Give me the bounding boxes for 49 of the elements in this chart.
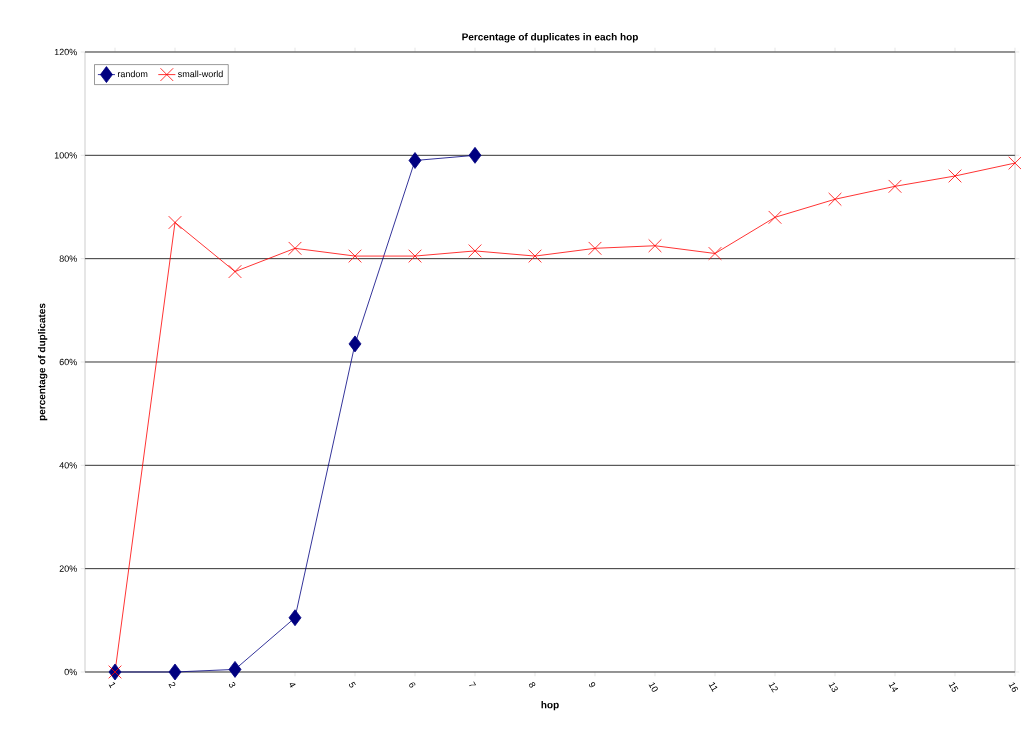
point bbox=[468, 244, 482, 258]
x-tick-label: 16 bbox=[1008, 682, 1018, 692]
point bbox=[408, 152, 422, 169]
point bbox=[288, 609, 302, 627]
y-tick-label: 20% bbox=[59, 565, 77, 572]
y-tick-label: 80% bbox=[59, 255, 77, 262]
x-tick-label: 4 bbox=[289, 683, 296, 688]
point bbox=[168, 663, 182, 681]
point bbox=[708, 246, 722, 261]
y-tick-label: 0% bbox=[64, 668, 77, 676]
point bbox=[528, 249, 542, 263]
x-tick-label: 6 bbox=[409, 682, 416, 688]
y-tick-label: 40% bbox=[59, 462, 77, 469]
point bbox=[408, 249, 422, 263]
point bbox=[348, 335, 362, 353]
x-tick-label: 1 bbox=[108, 682, 116, 689]
x-tick-label: 15 bbox=[948, 682, 959, 692]
x-tick-label: 13 bbox=[828, 682, 838, 692]
chart-title: Percentage of duplicates in each hop bbox=[462, 33, 638, 43]
legend-label: random bbox=[117, 70, 148, 78]
x-axis-title: hop bbox=[541, 701, 559, 711]
point bbox=[948, 169, 962, 183]
point bbox=[288, 241, 302, 256]
x-tick-label: 9 bbox=[589, 682, 596, 688]
x-tick-label: 2 bbox=[168, 682, 176, 689]
point bbox=[888, 179, 902, 194]
point bbox=[768, 210, 782, 225]
point bbox=[228, 264, 242, 279]
x-tick-label: 11 bbox=[708, 682, 718, 692]
y-tick-label: 120% bbox=[54, 48, 77, 56]
x-tick-label: 12 bbox=[768, 682, 778, 693]
y-axis-title: percentage of duplicates bbox=[37, 303, 48, 421]
point bbox=[648, 238, 662, 253]
point bbox=[1008, 156, 1021, 170]
point bbox=[588, 241, 602, 256]
x-tick-label: 8 bbox=[529, 682, 536, 688]
x-tick-label: 7 bbox=[469, 681, 476, 687]
point bbox=[828, 192, 842, 207]
y-tick-label: 60% bbox=[59, 358, 77, 366]
point bbox=[348, 249, 362, 263]
x-tick-label: 10 bbox=[648, 682, 658, 692]
point bbox=[168, 215, 182, 230]
x-tick-label: 14 bbox=[888, 682, 899, 692]
x-tick-label: 3 bbox=[229, 682, 236, 688]
point bbox=[468, 146, 482, 164]
x-tick-label: 5 bbox=[349, 681, 356, 688]
point bbox=[228, 661, 242, 678]
legend-label: small-world bbox=[178, 70, 223, 78]
y-tick-label: 100% bbox=[54, 152, 77, 159]
